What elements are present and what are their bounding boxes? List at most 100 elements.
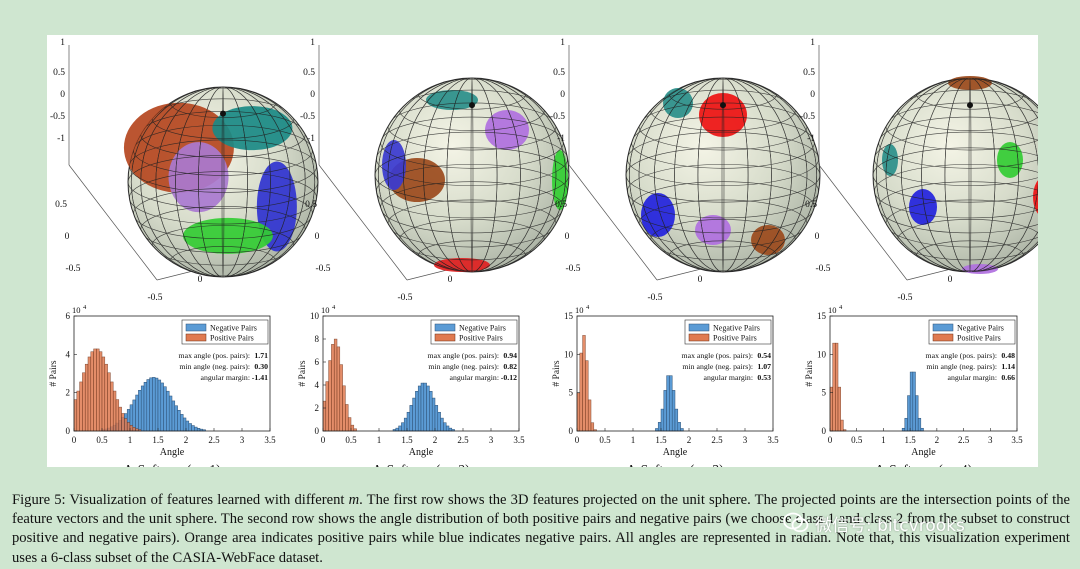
xtick-label: 1 [881, 435, 886, 445]
legend-label-positive: Positive Pairs [459, 334, 503, 343]
positive-bar [101, 356, 106, 432]
sphere-ytick: -1 [57, 134, 65, 144]
sphere-xtick: -0.5 [565, 264, 580, 274]
xtick-label: 1.5 [401, 435, 413, 445]
sphere-ytick: 0 [810, 90, 815, 100]
sphere-ytick: 1 [60, 38, 65, 48]
legend-swatch-negative [434, 323, 456, 332]
positive-bar [107, 372, 111, 432]
sphere-bxtick: -0.5 [897, 293, 912, 303]
ytick-label: 6 [315, 357, 320, 367]
positive-bar [126, 422, 131, 432]
sphere-xtick: 0.5 [555, 200, 567, 210]
positive-bar [576, 392, 581, 432]
negative-bar [669, 375, 673, 432]
sphere-bxtick: -0.5 [397, 293, 412, 303]
sphere-pole [967, 102, 973, 109]
positive-bar [98, 351, 103, 432]
negative-bar [406, 411, 411, 432]
positive-bar [342, 385, 346, 432]
negative-bar [196, 428, 201, 432]
negative-bar [912, 371, 916, 432]
y-exponent: 10 [72, 305, 81, 315]
negative-bar [666, 375, 670, 432]
positive-bar [132, 427, 136, 432]
chart-title: A-Softmax (m=1) [123, 462, 220, 467]
negative-bar [395, 427, 399, 432]
negative-bar [143, 382, 148, 432]
ytick-label: 15 [817, 311, 827, 321]
stat-value: 1.14 [1001, 362, 1015, 371]
feature-cluster [751, 225, 785, 255]
feature-cluster [382, 140, 406, 190]
negative-bar [403, 417, 408, 432]
stat-value: 0.53 [757, 373, 771, 382]
ytick-label: 10 [817, 349, 827, 359]
sphere-plot-m4: 10.50-0.5-10.50-0.5-0.500.5 [800, 38, 1068, 303]
x-axis-label: Angle [663, 447, 688, 458]
xtick-label: 2.5 [457, 435, 469, 445]
sphere-plot-m3: 1 0.5 0 -0.5 -1 0.5 0 -0.5 -0.5 0 0.5 [550, 38, 821, 303]
stat-label: min angle (neg. pairs): [179, 362, 250, 371]
ytick-label: 5 [569, 388, 574, 398]
feature-cluster [641, 193, 675, 237]
legend-label-positive: Positive Pairs [713, 334, 757, 343]
negative-bar [409, 405, 413, 432]
y-exponent-power: 4 [332, 304, 336, 311]
sphere-ytick: -0.5 [550, 112, 565, 122]
y-exponent: 10 [321, 305, 330, 315]
stat-value: 0.48 [1001, 351, 1015, 360]
xtick-label: 1.5 [152, 435, 164, 445]
sphere-xtick: -0.5 [65, 264, 80, 274]
negative-bar [185, 420, 190, 432]
positive-bar [112, 390, 117, 432]
ytick-label: 10 [564, 349, 574, 359]
negative-bar [171, 400, 176, 432]
sphere-axis-line [68, 164, 158, 281]
legend-swatch-positive [434, 333, 456, 342]
ytick-label: 4 [315, 380, 320, 390]
sphere-ytick: 0.5 [803, 68, 815, 78]
positive-bar [350, 424, 355, 432]
negative-bar [163, 386, 167, 432]
xtick-label: 0 [72, 435, 77, 445]
sphere-bxtick: 0 [198, 275, 203, 285]
xtick-label: 1 [128, 435, 133, 445]
negative-bar [674, 408, 679, 432]
positive-bar [582, 335, 586, 432]
negative-bar [168, 395, 173, 432]
sphere-ytick: -1 [557, 134, 565, 144]
xtick-label: 2 [935, 435, 940, 445]
sphere-bxtick: 0 [948, 275, 953, 285]
y-exponent-power: 4 [83, 304, 87, 311]
legend-swatch-positive [688, 333, 710, 342]
legend-label-positive: Positive Pairs [957, 334, 1001, 343]
positive-bar [840, 419, 844, 432]
sphere-xtick: -0.5 [815, 264, 830, 274]
sphere-wireframe [375, 78, 569, 272]
xtick-label: 1.5 [655, 435, 667, 445]
negative-bar [166, 390, 170, 432]
negative-bar [138, 390, 142, 432]
negative-bar [660, 408, 665, 432]
plot-frame [73, 315, 271, 432]
positive-bar [96, 348, 100, 432]
caption-label: Figure 5: [12, 491, 66, 508]
sphere-axis-line [318, 164, 408, 281]
positive-bar [829, 386, 833, 432]
legend-swatch-negative [185, 323, 207, 332]
negative-bar [440, 417, 444, 432]
legend-swatch-positive [932, 333, 954, 342]
negative-bar [157, 379, 162, 432]
sphere-ytick: 1 [310, 38, 315, 48]
xtick-label: 0.5 [851, 435, 863, 445]
sphere-bxtick: -0.5 [147, 293, 162, 303]
sphere-pole [220, 110, 226, 117]
positive-bar [328, 360, 332, 432]
xtick-label: 2.5 [711, 435, 723, 445]
positive-bar [73, 399, 78, 432]
y-axis-label: # Pairs [49, 360, 59, 386]
negative-bar [149, 377, 153, 432]
positive-bar [84, 363, 89, 432]
